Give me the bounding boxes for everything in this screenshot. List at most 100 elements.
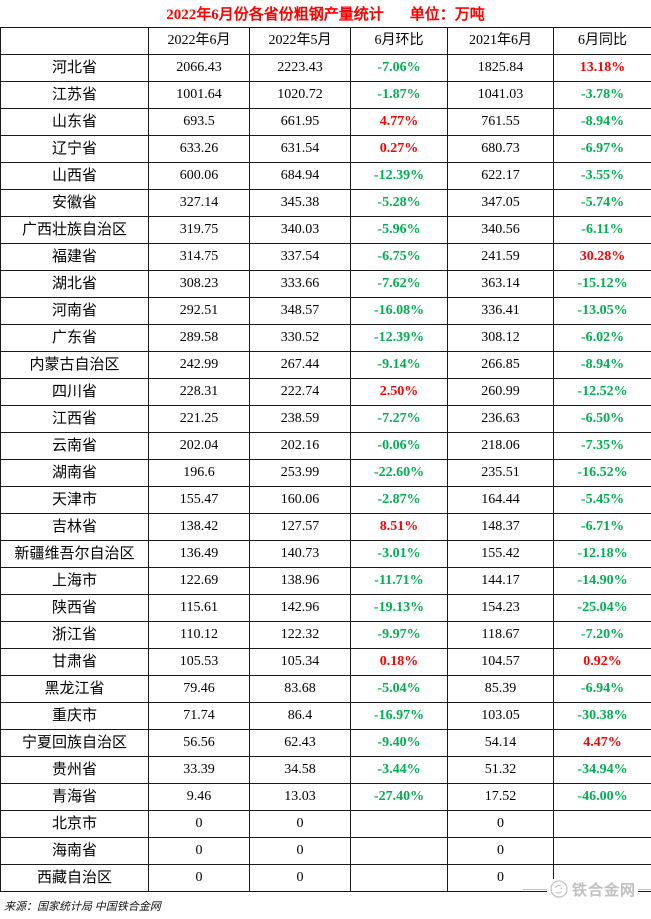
value-cell: 680.73	[447, 135, 554, 163]
value-cell: 235.51	[447, 459, 554, 487]
value-cell: 761.55	[447, 108, 554, 136]
value-cell: 340.56	[447, 216, 554, 244]
value-cell: -7.35%	[553, 432, 651, 460]
value-cell: 127.57	[249, 513, 351, 541]
value-cell	[350, 837, 448, 865]
province-cell: 湖南省	[0, 459, 149, 487]
value-cell: -3.78%	[553, 81, 651, 109]
value-cell: 4.77%	[350, 108, 448, 136]
value-cell: 289.58	[148, 324, 250, 352]
value-cell: 222.74	[249, 378, 351, 406]
value-cell: 118.67	[447, 621, 554, 649]
province-cell: 四川省	[0, 378, 149, 406]
value-cell: 110.12	[148, 621, 250, 649]
province-cell: 北京市	[0, 810, 149, 838]
value-cell: -6.94%	[553, 675, 651, 703]
value-cell: 142.96	[249, 594, 351, 622]
value-cell: 105.53	[148, 648, 250, 676]
value-cell: -7.62%	[350, 270, 448, 298]
province-cell: 新疆维吾尔自治区	[0, 540, 149, 568]
steel-production-table: 2022年6月 2022年5月 6月环比 2021年6月 6月同比 河北省 2066.43…	[0, 27, 651, 892]
value-cell: 345.38	[249, 189, 351, 217]
value-cell: 2.50%	[350, 378, 448, 406]
table-head: 2022年6月 2022年5月 6月环比 2021年6月 6月同比	[0, 27, 651, 55]
value-cell: -9.14%	[350, 351, 448, 379]
value-cell: 2066.43	[148, 54, 250, 82]
value-cell: 8.51%	[350, 513, 448, 541]
value-cell: 1020.72	[249, 81, 351, 109]
value-cell	[553, 810, 651, 838]
table-row: 海南省 0 0 0	[0, 837, 651, 865]
value-cell: 218.06	[447, 432, 554, 460]
province-cell: 天津市	[0, 486, 149, 514]
value-cell: 221.25	[148, 405, 250, 433]
province-cell: 重庆市	[0, 702, 149, 730]
value-cell: -16.08%	[350, 297, 448, 325]
value-cell: 0	[447, 837, 554, 865]
value-cell: 0	[148, 810, 250, 838]
watermark: 铁合金网	[522, 877, 651, 901]
province-cell: 青海省	[0, 783, 149, 811]
value-cell: 337.54	[249, 243, 351, 271]
table-row: 甘肃省 105.53 105.34 0.18% 104.57 0.92%	[0, 648, 651, 676]
value-cell: -9.97%	[350, 621, 448, 649]
value-cell: 54.14	[447, 729, 554, 757]
value-cell: 600.06	[148, 162, 250, 190]
value-cell: 308.23	[148, 270, 250, 298]
value-cell: 693.5	[148, 108, 250, 136]
value-cell: -12.18%	[553, 540, 651, 568]
value-cell: 633.26	[148, 135, 250, 163]
value-cell: -3.55%	[553, 162, 651, 190]
table-row: 山东省 693.5 661.95 4.77% 761.55 -8.94%	[0, 108, 651, 136]
value-cell: 228.31	[148, 378, 250, 406]
value-cell: 2223.43	[249, 54, 351, 82]
table-row: 安徽省 327.14 345.38 -5.28% 347.05 -5.74%	[0, 189, 651, 217]
value-cell: 0.18%	[350, 648, 448, 676]
value-cell: -1.87%	[350, 81, 448, 109]
province-cell: 山东省	[0, 108, 149, 136]
value-cell: -3.44%	[350, 756, 448, 784]
value-cell: 333.66	[249, 270, 351, 298]
source-note: 来源：国家统计局 中国铁合金网	[4, 901, 161, 913]
value-cell: 71.74	[148, 702, 250, 730]
table-row: 重庆市 71.74 86.4 -16.97% 103.05 -30.38%	[0, 702, 651, 730]
value-cell: -11.71%	[350, 567, 448, 595]
province-cell: 陕西省	[0, 594, 149, 622]
value-cell: 267.44	[249, 351, 351, 379]
table-row: 江西省 221.25 238.59 -7.27% 236.63 -6.50%	[0, 405, 651, 433]
value-cell: -14.90%	[553, 567, 651, 595]
table-row: 湖南省 196.6 253.99 -22.60% 235.51 -16.52%	[0, 459, 651, 487]
province-cell: 内蒙古自治区	[0, 351, 149, 379]
province-cell: 黑龙江省	[0, 675, 149, 703]
table-row: 云南省 202.04 202.16 -0.06% 218.06 -7.35%	[0, 432, 651, 460]
table-row: 内蒙古自治区 242.99 267.44 -9.14% 266.85 -8.94%	[0, 351, 651, 379]
watermark-logo-icon	[549, 879, 569, 899]
value-cell: 661.95	[249, 108, 351, 136]
province-cell: 江西省	[0, 405, 149, 433]
value-cell: 51.32	[447, 756, 554, 784]
value-cell: -6.75%	[350, 243, 448, 271]
value-cell: -27.40%	[350, 783, 448, 811]
value-cell: 104.57	[447, 648, 554, 676]
value-cell: 308.12	[447, 324, 554, 352]
table-row: 广东省 289.58 330.52 -12.39% 308.12 -6.02%	[0, 324, 651, 352]
value-cell	[350, 810, 448, 838]
value-cell: 13.03	[249, 783, 351, 811]
value-cell: 260.99	[447, 378, 554, 406]
table-row: 湖北省 308.23 333.66 -7.62% 363.14 -15.12%	[0, 270, 651, 298]
value-cell: 622.17	[447, 162, 554, 190]
table-body: 河北省 2066.43 2223.43 -7.06% 1825.84 13.18% 江苏省 1…	[0, 54, 651, 892]
value-cell: 253.99	[249, 459, 351, 487]
value-cell: -7.20%	[553, 621, 651, 649]
value-cell: 103.05	[447, 702, 554, 730]
province-cell: 甘肃省	[0, 648, 149, 676]
table-row: 新疆维吾尔自治区 136.49 140.73 -3.01% 155.42 -12.18%	[0, 540, 651, 568]
column-header	[0, 27, 149, 55]
table-row: 广西壮族自治区 319.75 340.03 -5.96% 340.56 -6.11%	[0, 216, 651, 244]
value-cell: 0	[148, 837, 250, 865]
table-row: 陕西省 115.61 142.96 -19.13% 154.23 -25.04%	[0, 594, 651, 622]
table-row: 河南省 292.51 348.57 -16.08% 336.41 -13.05%	[0, 297, 651, 325]
value-cell: 86.4	[249, 702, 351, 730]
watermark-line-left	[522, 888, 547, 890]
value-cell: -7.06%	[350, 54, 448, 82]
